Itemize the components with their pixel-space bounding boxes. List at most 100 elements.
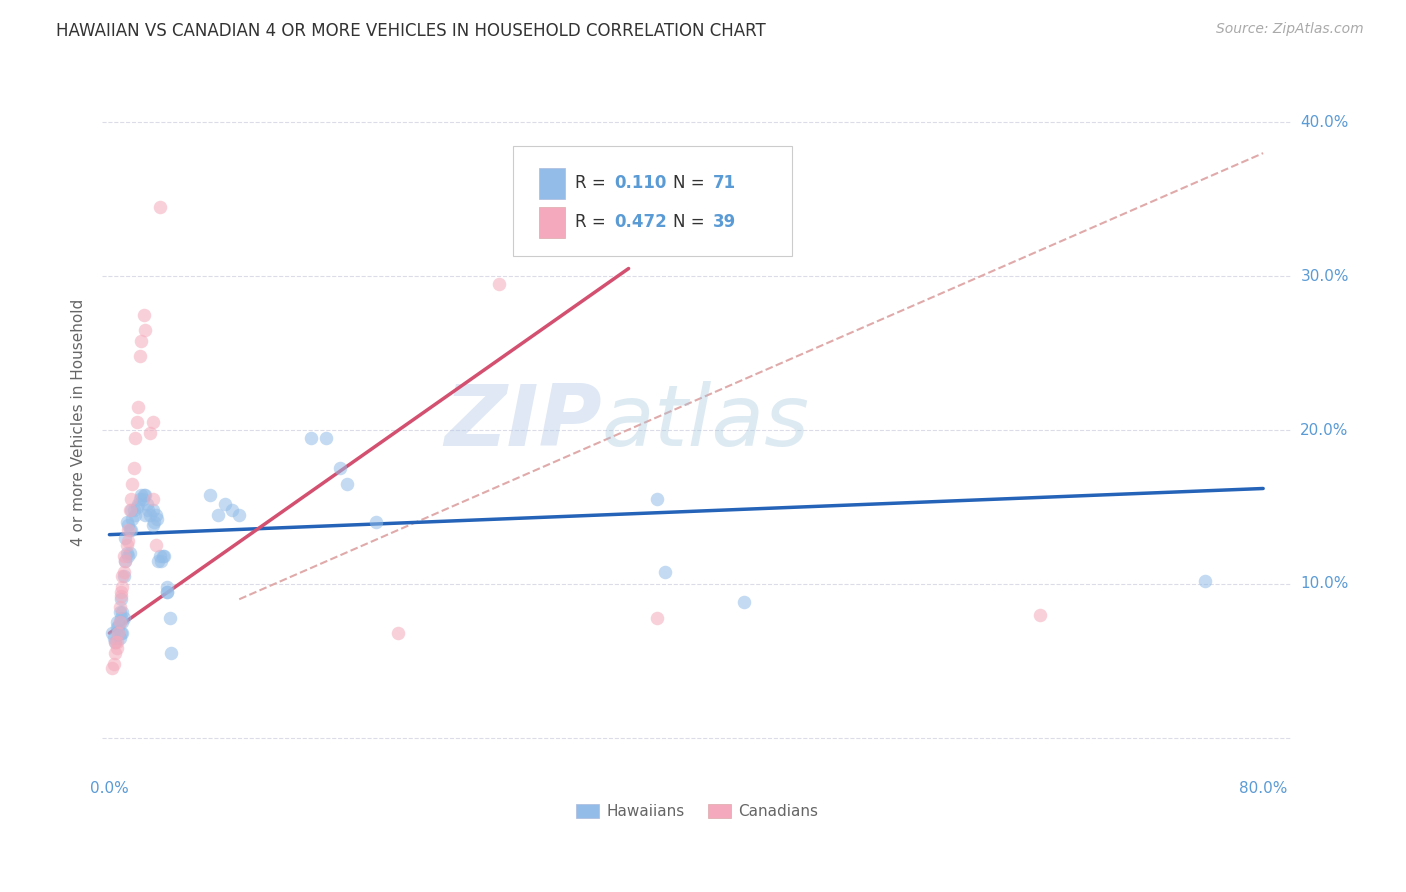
Point [135, 497, 157, 511]
Point [111, 605, 134, 619]
Point [104, 635, 127, 649]
Point [111, 569, 134, 583]
Point [101, 626, 124, 640]
Point [142, 415, 165, 429]
Point [366, 516, 388, 530]
Text: 0.110: 0.110 [614, 174, 666, 192]
Point [114, 554, 136, 568]
Point [120, 492, 142, 507]
Text: 20.0%: 20.0% [1301, 423, 1348, 438]
Point [112, 565, 135, 579]
Point [121, 476, 143, 491]
Point [105, 620, 128, 634]
Text: 40.0%: 40.0% [1301, 115, 1348, 130]
Text: N =: N = [673, 213, 704, 231]
Point [117, 518, 139, 533]
Point [112, 611, 135, 625]
Point [153, 549, 176, 564]
Point [127, 497, 149, 511]
Point [146, 512, 169, 526]
Point [149, 549, 172, 564]
Point [121, 512, 143, 526]
Point [221, 503, 243, 517]
Point [129, 334, 152, 348]
Point [160, 646, 183, 660]
Text: N =: N = [673, 174, 704, 192]
Bar [538, 168, 565, 200]
FancyBboxPatch shape [513, 146, 793, 256]
Point [105, 641, 128, 656]
Point [139, 508, 162, 522]
Point [110, 584, 132, 599]
Point [122, 461, 145, 475]
Point [200, 488, 222, 502]
Point [110, 611, 132, 625]
Point [139, 426, 162, 441]
Point [132, 308, 155, 322]
Point [647, 611, 669, 625]
Point [118, 523, 141, 537]
Text: 0.472: 0.472 [614, 213, 666, 231]
Point [1194, 574, 1216, 588]
Point [228, 508, 250, 522]
Point [127, 400, 149, 414]
Point [134, 323, 156, 337]
Point [107, 620, 129, 634]
Point [129, 488, 152, 502]
Point [1028, 607, 1050, 622]
Point [142, 492, 165, 507]
Point [299, 431, 322, 445]
Point [124, 508, 146, 522]
Point [108, 599, 131, 614]
Point [647, 492, 669, 507]
Point [207, 508, 229, 522]
Point [114, 531, 136, 545]
Point [104, 635, 127, 649]
Point [104, 646, 127, 660]
Text: R =: R = [575, 174, 606, 192]
Point [128, 349, 150, 363]
Point [214, 497, 236, 511]
Point [112, 569, 135, 583]
Text: R =: R = [575, 213, 606, 231]
Point [156, 584, 179, 599]
Point [134, 508, 156, 522]
Point [108, 615, 131, 630]
Point [131, 492, 153, 507]
Point [654, 565, 676, 579]
Text: 71: 71 [713, 174, 735, 192]
Legend: Hawaiians, Canadians: Hawaiians, Canadians [569, 797, 824, 825]
Point [733, 595, 755, 609]
Point [145, 538, 167, 552]
Point [336, 476, 359, 491]
Point [115, 516, 138, 530]
Point [125, 500, 148, 514]
Point [128, 492, 150, 507]
Point [329, 461, 352, 475]
Point [108, 631, 131, 645]
Point [125, 415, 148, 429]
Point [105, 635, 128, 649]
Point [145, 508, 167, 522]
Point [115, 538, 138, 552]
Point [148, 554, 170, 568]
Point [108, 615, 131, 630]
Y-axis label: 4 or more Vehicles in Household: 4 or more Vehicles in Household [72, 299, 86, 546]
Point [134, 488, 156, 502]
Point [118, 503, 141, 517]
Point [117, 523, 139, 537]
Point [387, 626, 409, 640]
Point [111, 580, 134, 594]
Point [138, 503, 160, 517]
Point [110, 592, 132, 607]
Point [115, 546, 138, 560]
Point [150, 554, 173, 568]
Point [142, 503, 165, 517]
Point [118, 546, 141, 560]
Text: 30.0%: 30.0% [1301, 268, 1348, 284]
Point [315, 431, 337, 445]
Point [143, 516, 166, 530]
Point [110, 626, 132, 640]
Point [156, 580, 179, 594]
Point [101, 661, 124, 675]
